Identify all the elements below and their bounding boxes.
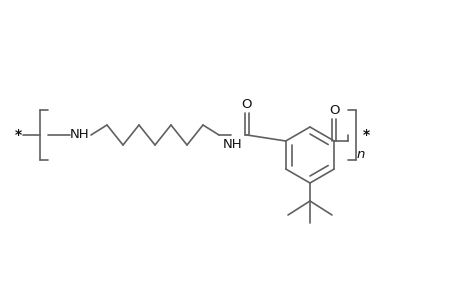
Text: n: n xyxy=(355,148,364,161)
Text: *: * xyxy=(362,128,369,142)
Text: O: O xyxy=(328,103,339,116)
Text: O: O xyxy=(241,98,252,110)
Text: NH: NH xyxy=(70,128,90,142)
Text: NH: NH xyxy=(223,137,242,151)
Text: *: * xyxy=(14,128,22,142)
